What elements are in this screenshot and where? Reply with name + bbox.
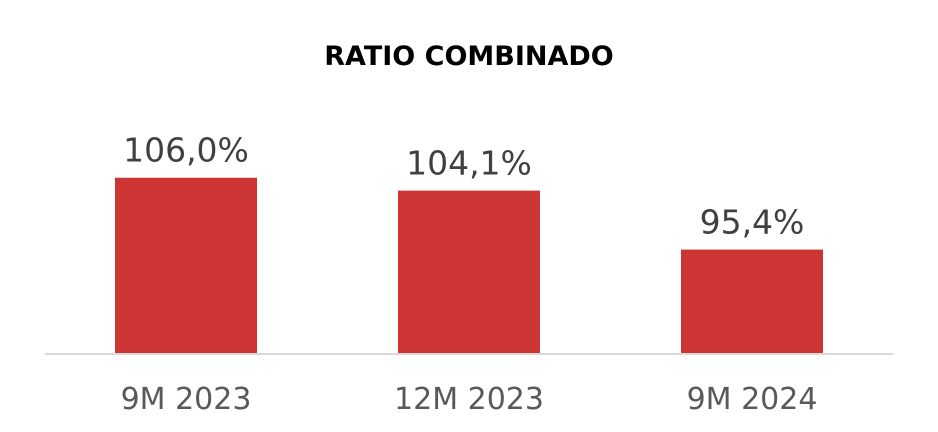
bar-2	[398, 190, 540, 354]
category-label-3: 9M 2024	[687, 382, 818, 417]
data-labels: 106,0% 104,1% 95,4%	[123, 131, 804, 242]
bar-1	[115, 177, 257, 354]
bar-group	[115, 177, 823, 354]
category-label-2: 12M 2023	[394, 382, 544, 417]
bar-3	[681, 249, 823, 354]
data-label-3: 95,4%	[700, 203, 805, 242]
data-label-1: 106,0%	[123, 131, 249, 170]
data-label-2: 104,1%	[406, 144, 532, 183]
category-label-1: 9M 2023	[121, 382, 252, 417]
chart-title: RATIO COMBINADO	[324, 41, 614, 72]
category-labels: 9M 2023 12M 2023 9M 2024	[121, 382, 818, 417]
